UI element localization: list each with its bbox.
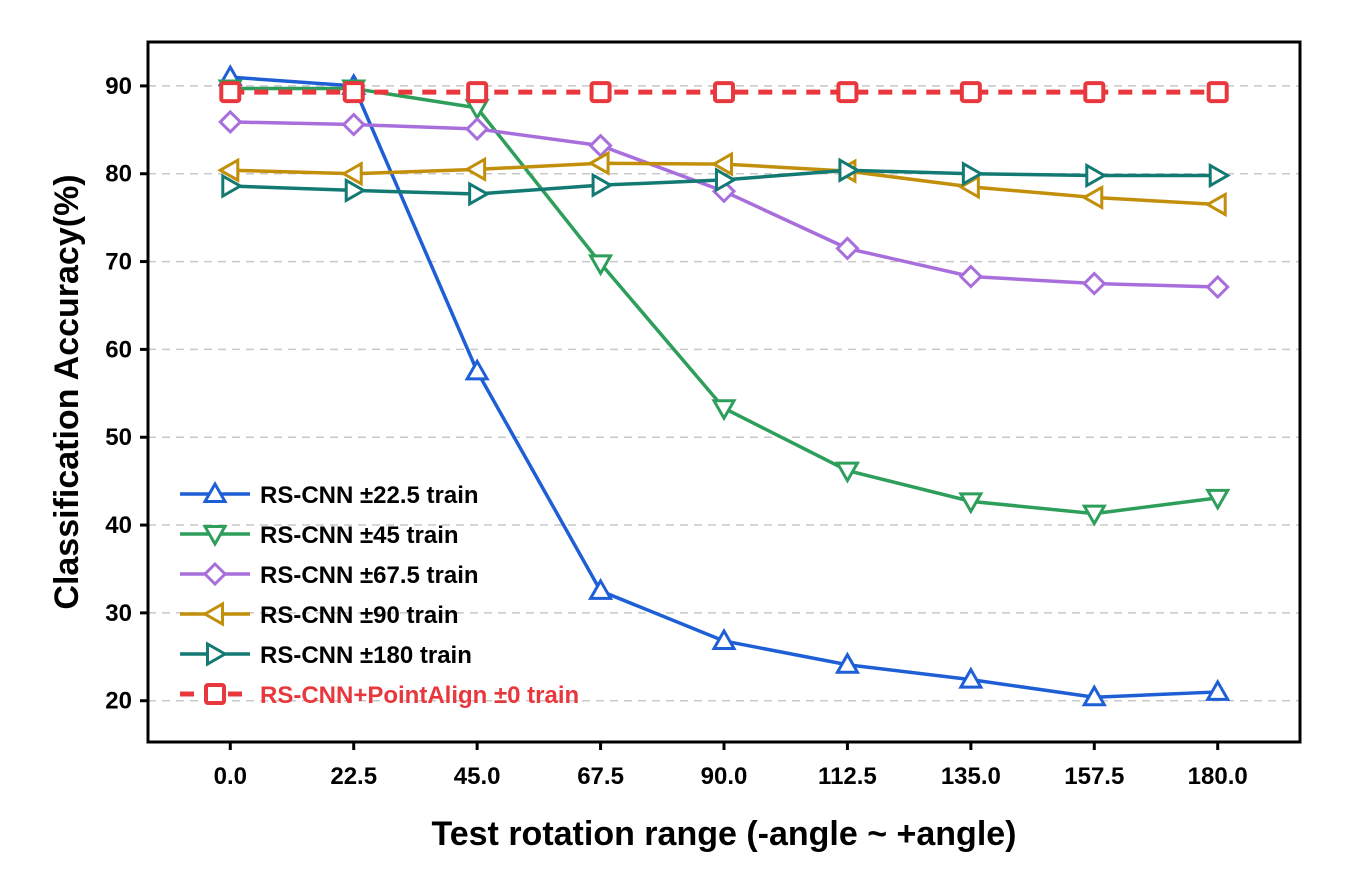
legend-marker [201,601,224,627]
data-point [958,666,984,689]
y-axis-title: Classification Accuracy(%) [48,174,86,609]
legend-item: RS-CNN ±67.5 train [180,561,479,589]
data-point [466,81,489,104]
data-point [958,264,983,289]
legend-label: RS-CNN+PointAlign ±0 train [260,682,579,709]
legend-label: RS-CNN ±180 train [260,642,472,669]
legend-marker [202,561,228,587]
legend-item: RS-CNN ±45 train [180,522,459,549]
data-point [961,161,984,187]
legend-marker [204,683,226,705]
y-tick-label: 30 [105,600,132,627]
series-5 [219,81,1229,104]
data-point [589,81,612,104]
data-point [340,161,363,187]
legend-item: RS-CNN+PointAlign ±0 train [180,682,579,709]
data-point [958,492,984,515]
legend-item: RS-CNN ±180 train [180,641,472,669]
series-3 [217,150,1227,218]
legend-marker [202,480,228,503]
legend-label: RS-CNN ±67.5 train [260,562,479,589]
data-point [591,172,614,198]
legend-label: RS-CNN ±90 train [260,602,459,629]
data-point [1206,81,1229,104]
y-tick-label: 20 [105,688,132,715]
data-point [587,577,614,600]
legend-marker [206,641,229,667]
data-point [836,81,859,104]
y-tick-label: 60 [105,336,132,363]
data-point [588,133,613,158]
data-point [838,157,861,183]
data-point [587,150,610,176]
data-point [221,173,244,199]
data-point [344,177,367,204]
legend-marker [202,525,228,548]
legend-label: RS-CNN ±22.5 train [260,482,479,509]
x-tick-label: 157.5 [1064,763,1124,790]
data-point [1205,678,1231,701]
data-point [711,627,737,650]
x-tick-label: 180.0 [1188,763,1248,790]
x-axis-title: Test rotation range (-angle ~ +angle) [431,815,1016,853]
data-point [1081,184,1104,211]
x-tick-label: 135.0 [941,763,1001,790]
data-point [1082,271,1107,296]
y-tick-label: 90 [105,73,132,100]
axis-ticks: 20 30 40 50 60 70 80 90 0.0 22.5 45.0 67.5 90.0 112.5… [105,73,1247,790]
data-point [957,174,980,200]
data-point [834,461,861,484]
series-2 [218,109,1230,300]
x-tick-label: 45.0 [454,763,501,790]
data-point [1083,81,1106,104]
y-tick-label: 80 [105,161,132,188]
data-point [219,81,242,104]
legend-item: RS-CNN ±90 train [180,601,459,629]
series-group [217,64,1231,707]
series-0 [217,64,1231,707]
data-point [715,167,738,193]
data-point [713,81,735,104]
series-1 [217,79,1231,527]
y-tick-label: 70 [105,249,132,276]
data-point [710,151,733,177]
x-tick-label: 0.0 [214,763,247,790]
data-point [468,181,491,207]
data-point [587,254,614,277]
data-point [342,81,365,104]
data-point [217,157,240,183]
data-point [1081,684,1107,707]
data-point [834,651,861,674]
x-tick-label: 112.5 [818,763,877,790]
y-tick-label: 40 [105,512,132,539]
data-point [711,399,737,422]
data-point [341,112,366,137]
data-point [1205,274,1230,300]
y-tick-label: 50 [105,424,132,451]
series-4 [221,157,1231,207]
legend-label: RS-CNN ±45 train [260,522,459,549]
x-tick-label: 67.5 [577,763,624,790]
x-tick-label: 22.5 [330,763,377,790]
legend-item: RS-CNN ±22.5 train [180,480,479,509]
data-point [1208,162,1231,189]
data-point [835,236,860,261]
data-point [1204,191,1227,218]
data-point [1085,162,1108,189]
data-point [959,81,982,104]
data-point [465,116,490,142]
legend: RS-CNN ±22.5 train RS-CNN ±45 train RS-CNN… [180,480,579,709]
x-tick-label: 90.0 [701,763,748,790]
data-point [1205,488,1231,511]
series-line [230,86,1218,516]
data-point [218,109,243,135]
data-point [464,358,490,381]
data-point [1081,504,1107,527]
data-point [464,156,487,182]
